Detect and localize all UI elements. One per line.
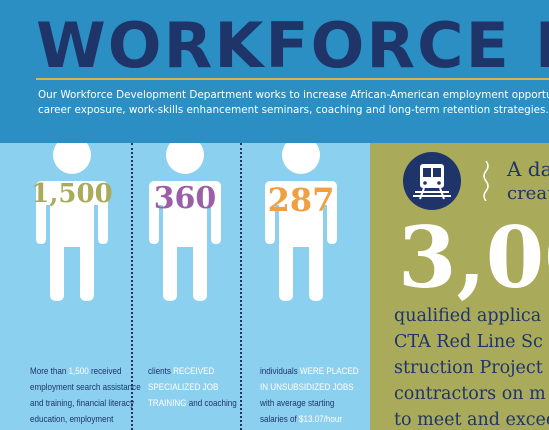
stat-description-line: individuals WERE PLACED [260, 363, 359, 379]
stat-description-line: SPECIALIZED JOB [148, 379, 238, 395]
description-text: salaries of [260, 413, 299, 424]
description-text: More than [30, 365, 69, 376]
stat-description-line: employment search assistance [30, 379, 141, 395]
panel-body-line: qualified applica [394, 306, 542, 326]
stat-column-3: 287 individuals WERE PLACED IN UNSUBSIDIZ… [240, 143, 370, 430]
highlight-text: WERE PLACED [299, 365, 359, 376]
intro-line-1: Our Workforce Development Department wor… [38, 89, 549, 101]
description-text: education, employment [30, 413, 114, 424]
title-underline [36, 78, 549, 80]
panel-heading-2: creat [507, 183, 549, 204]
stat-number: 287 [267, 181, 335, 219]
stat-description-line: IN UNSUBSIDIZED JOBS [260, 379, 354, 395]
person-icon [32, 143, 112, 303]
stat-description-line: and training, financial literacy [30, 395, 134, 411]
stat-description: More than 1,500 received employment searc… [30, 363, 141, 430]
highlight-text: IN UNSUBSIDIZED JOBS [260, 381, 354, 392]
stats-section: 1,500 More than 1,500 received employment… [0, 143, 370, 430]
highlight-text: $13.07/hour [298, 413, 343, 424]
description-text: employment search assistance [30, 381, 141, 392]
stat-column-2: 360 clients RECEIVED SPECIALIZED JOB TRAIN… [131, 143, 240, 430]
highlight-text: 1,500 [68, 365, 89, 376]
person-icon [145, 143, 225, 303]
panel-body-line: contractors on m [394, 384, 546, 404]
page-title: WORKFORCE DEV [36, 9, 549, 82]
squiggle-divider [483, 161, 489, 201]
train-icon [403, 152, 461, 210]
highlight-text: SPECIALIZED JOB [148, 381, 219, 392]
stat-description: clients RECEIVED SPECIALIZED JOB TRAINING … [148, 363, 238, 411]
description-text: individuals [260, 365, 300, 376]
stat-description: individuals WERE PLACED IN UNSUBSIDIZED J… [260, 363, 359, 427]
intro-line-2: career exposure, work-skills enhancement… [38, 104, 549, 116]
panel-big-number: 3,00 [398, 208, 549, 307]
cta-panel: A da creat 3,00 qualified applica CTA Re… [370, 143, 549, 430]
stat-description-line: TRAINING and coaching [148, 395, 238, 411]
dotted-divider [131, 143, 133, 430]
person-icon [261, 143, 341, 303]
description-text: and training, financial literacy [30, 397, 134, 408]
stat-description-line: clients RECEIVED [148, 363, 238, 379]
stat-number: 1,500 [31, 179, 113, 209]
panel-body-line: to meet and excee [394, 410, 549, 430]
stat-description-line: salaries of $13.07/hour [260, 411, 350, 427]
description-text: received [88, 365, 122, 376]
intro-text: Our Workforce Development Department wor… [38, 88, 549, 118]
stat-description-line: with average starting [260, 395, 350, 411]
stat-description-line: More than 1,500 received [30, 363, 122, 379]
description-text: with average starting [260, 397, 335, 408]
stat-number: 360 [153, 181, 217, 216]
stat-description-line: education, employment [30, 411, 120, 427]
stat-column-1: 1,500 More than 1,500 received employment… [0, 143, 141, 430]
highlight-text: TRAINING [148, 397, 187, 408]
description-text: clients [148, 365, 174, 376]
panel-body-line: CTA Red Line Sc [394, 332, 543, 352]
description-text: and coaching [186, 397, 237, 408]
panel-heading-1: A da [507, 157, 549, 181]
panel-body-line: struction Project [394, 358, 543, 378]
dotted-divider [240, 143, 242, 430]
header: WORKFORCE DEV Our Workforce Development … [0, 0, 549, 143]
highlight-text: RECEIVED [173, 365, 215, 376]
